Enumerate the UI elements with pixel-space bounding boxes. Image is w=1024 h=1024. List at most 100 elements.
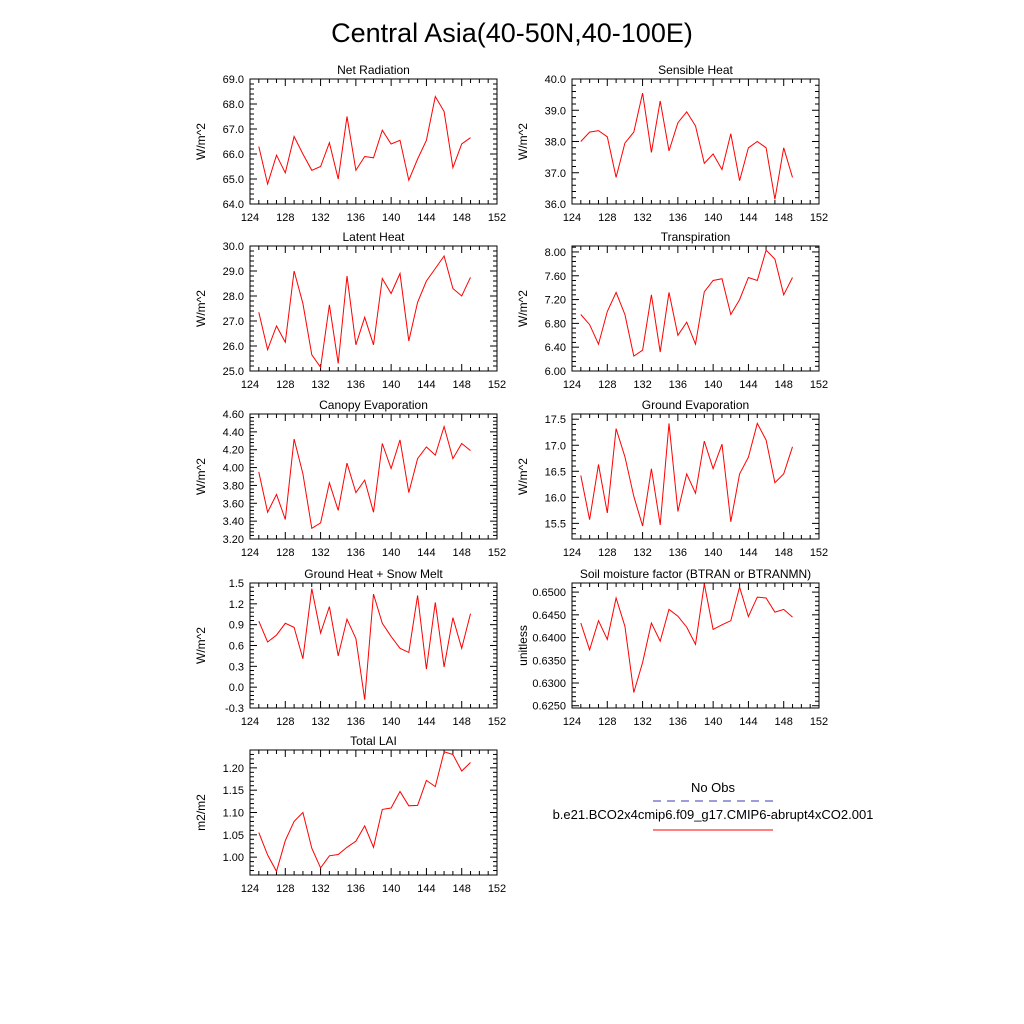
x-tick-label: 140	[704, 547, 722, 559]
panel-title: Net Radiation	[337, 63, 410, 77]
y-tick-label: 0.6500	[532, 587, 566, 599]
y-tick-label: 0.3	[229, 661, 244, 673]
y-tick-label: 4.60	[223, 409, 244, 421]
series-line	[580, 583, 793, 693]
series-line	[580, 422, 793, 527]
y-tick-label: 1.20	[223, 763, 244, 775]
x-tick-label: 140	[704, 716, 722, 728]
x-tick-label: 140	[382, 716, 400, 728]
panel-title: Transpiration	[661, 230, 731, 244]
x-tick-label: 136	[669, 547, 687, 559]
y-tick-label: 0.6	[229, 641, 244, 653]
y-tick-label: 0.9	[229, 620, 244, 632]
x-tick-label: 140	[704, 379, 722, 391]
panel-sensible-heat: Sensible Heat W/m^2 124 128 132 136 140 144 148 1…	[516, 63, 828, 224]
y-axis-label: W/m^2	[516, 290, 530, 327]
x-tick-label: 136	[347, 547, 365, 559]
x-tick-label: 128	[598, 212, 616, 224]
y-axis-label: W/m^2	[516, 123, 530, 160]
x-tick-label: 144	[417, 883, 435, 895]
x-tick-label: 144	[739, 212, 757, 224]
x-tick-label: 124	[241, 379, 259, 391]
series-line	[258, 254, 471, 369]
x-tick-label: 124	[241, 716, 259, 728]
x-tick-label: 152	[488, 379, 506, 391]
x-tick-label: 124	[563, 547, 581, 559]
x-tick-label: 144	[739, 547, 757, 559]
x-tick-label: 128	[276, 716, 294, 728]
y-tick-label: 64.0	[223, 199, 244, 211]
y-tick-label: 38.0	[545, 137, 566, 149]
y-tick-label: 29.0	[223, 266, 244, 278]
series-line	[258, 751, 471, 873]
y-tick-label: 3.20	[223, 534, 244, 546]
plot-frame	[249, 413, 498, 540]
y-tick-label: 1.5	[229, 578, 244, 590]
x-tick-label: 140	[382, 212, 400, 224]
figure-title: Central Asia(40-50N,40-100E)	[331, 18, 693, 48]
x-tick-label: 132	[633, 547, 651, 559]
x-tick-label: 132	[633, 716, 651, 728]
panel-title: Latent Heat	[342, 230, 405, 244]
y-axis-label: W/m^2	[516, 458, 530, 495]
y-tick-label: 16.0	[545, 492, 566, 504]
plot-frame	[571, 78, 820, 205]
y-axis-label: W/m^2	[194, 458, 208, 495]
legend: No Obs b.e21.BCO2x4cmip6.f09_g17.CMIP6-a…	[553, 780, 874, 831]
plot-frame	[571, 413, 820, 540]
x-tick-label: 128	[276, 883, 294, 895]
y-tick-label: 1.15	[223, 785, 244, 797]
y-tick-label: 0.6300	[532, 678, 566, 690]
panel-title: Canopy Evaporation	[319, 398, 428, 412]
y-tick-label: 6.40	[545, 342, 566, 354]
series-line	[580, 249, 793, 357]
x-tick-label: 132	[311, 212, 329, 224]
y-tick-label: 17.5	[545, 414, 566, 426]
x-tick-label: 128	[598, 716, 616, 728]
x-tick-label: 152	[810, 212, 828, 224]
x-tick-label: 144	[417, 212, 435, 224]
x-tick-label: 132	[311, 547, 329, 559]
legend-model-label: b.e21.BCO2x4cmip6.f09_g17.CMIP6-abrupt4x…	[553, 807, 874, 822]
y-axis-label: W/m^2	[194, 627, 208, 664]
x-tick-label: 148	[775, 547, 793, 559]
x-tick-label: 136	[347, 716, 365, 728]
panel-title: Ground Evaporation	[642, 398, 749, 412]
y-tick-label: 0.0	[229, 682, 244, 694]
x-tick-label: 128	[276, 547, 294, 559]
x-tick-label: 144	[739, 379, 757, 391]
y-tick-label: 4.40	[223, 427, 244, 439]
x-tick-label: 132	[311, 716, 329, 728]
x-tick-label: 144	[417, 547, 435, 559]
x-tick-label: 124	[563, 379, 581, 391]
x-tick-label: 124	[241, 883, 259, 895]
y-tick-label: 1.10	[223, 808, 244, 820]
x-tick-label: 140	[382, 883, 400, 895]
y-tick-label: 30.0	[223, 241, 244, 253]
y-tick-label: 3.40	[223, 516, 244, 528]
y-tick-label: 68.0	[223, 99, 244, 111]
y-tick-label: 28.0	[223, 291, 244, 303]
y-tick-label: 25.0	[223, 366, 244, 378]
y-tick-label: 6.00	[545, 366, 566, 378]
legend-obs-label: No Obs	[691, 780, 736, 795]
x-tick-label: 124	[241, 547, 259, 559]
x-tick-label: 152	[810, 379, 828, 391]
panel-ground-evaporation: Ground Evaporation W/m^2 124 128 132 136 140 14…	[516, 398, 828, 559]
x-tick-label: 132	[311, 883, 329, 895]
x-tick-label: 124	[563, 716, 581, 728]
panel-canopy-evaporation: Canopy Evaporation W/m^2 124 128 132 136 140 14…	[194, 398, 506, 559]
y-tick-label: 1.00	[223, 852, 244, 864]
x-tick-label: 140	[382, 547, 400, 559]
x-tick-label: 148	[453, 212, 471, 224]
y-tick-label: 37.0	[545, 168, 566, 180]
panel-title: Soil moisture factor (BTRAN or BTRANMN)	[580, 567, 811, 581]
x-tick-label: 140	[704, 212, 722, 224]
y-tick-label: 1.2	[229, 599, 244, 611]
y-axis-label: m2/m2	[194, 794, 208, 831]
y-tick-label: 7.60	[545, 271, 566, 283]
panel-ground-heat-snow-melt: Ground Heat + Snow Melt W/m^2 124 128 132 136…	[194, 567, 506, 728]
y-tick-label: -0.3	[225, 703, 244, 715]
x-tick-label: 144	[739, 716, 757, 728]
x-tick-label: 136	[347, 379, 365, 391]
